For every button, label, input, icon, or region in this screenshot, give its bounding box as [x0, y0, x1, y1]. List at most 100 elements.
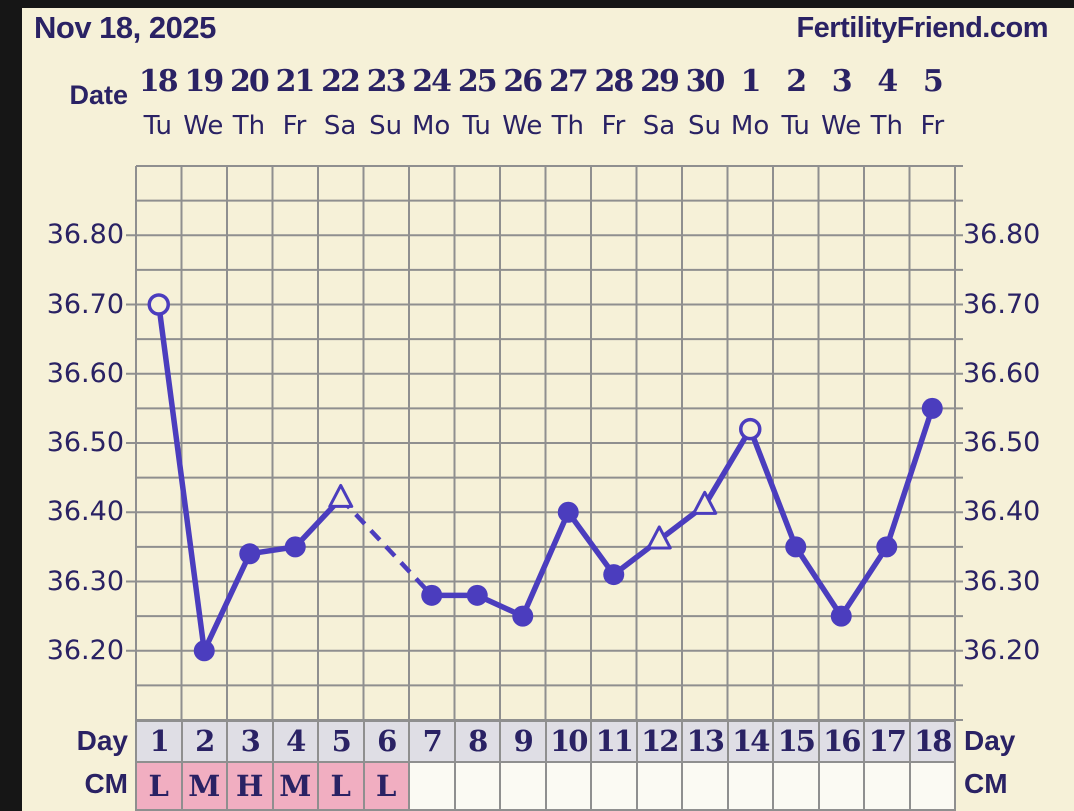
temp-marker-day-12[interactable] — [646, 525, 672, 550]
temp-marker-day-11[interactable] — [603, 564, 625, 586]
weekday-cell-12: Sa — [642, 111, 676, 141]
temp-marker-day-18[interactable] — [921, 397, 943, 419]
temp-tick-left-36.80: 36.80 — [46, 219, 124, 251]
cm-cell-day-18[interactable] — [911, 763, 955, 809]
cm-cell-day-16[interactable] — [820, 763, 865, 809]
cm-row-label-left: CM — [84, 768, 128, 799]
cm-cell-day-1[interactable]: L — [137, 763, 183, 809]
weekday-cell-2: We — [183, 111, 224, 141]
cycle-day-cell-5[interactable]: 5 — [319, 722, 365, 761]
temp-line-dashed-5-7 — [339, 496, 434, 597]
cm-cell-day-4[interactable]: M — [273, 763, 319, 809]
frame-left-bar — [0, 0, 22, 811]
date-axis-caption: Date — [69, 80, 128, 110]
cm-cell-day-2[interactable]: M — [182, 763, 228, 809]
date-cell-14: 1 — [740, 64, 762, 99]
cycle-day-cell-14[interactable]: 14 — [729, 722, 774, 761]
cm-cell-day-10[interactable] — [547, 763, 592, 809]
cycle-day-row: 1 2 3 4 5 6 7 8 9 10 11 12 13 14 15 16 17 18 — [135, 720, 956, 763]
cycle-day-cell-8[interactable]: 8 — [456, 722, 501, 761]
day-row-label-right: Day — [964, 725, 1016, 756]
cm-cell-day-13[interactable] — [683, 763, 729, 809]
cm-cell-day-12[interactable] — [638, 763, 683, 809]
cm-cell-day-6[interactable]: L — [364, 763, 410, 809]
weekday-cell-5: Sa — [323, 111, 357, 141]
date-cell-18: 5 — [922, 64, 944, 99]
temp-tick-left-36.50: 36.50 — [46, 427, 124, 458]
chart-start-date: Nov 18, 2025 — [34, 10, 216, 45]
weekday-cell-9: We — [502, 111, 543, 141]
cm-cell-day-7[interactable] — [410, 763, 456, 809]
weekday-cell-10: Th — [551, 111, 585, 141]
temp-tick-left-36.30: 36.30 — [46, 565, 124, 597]
cycle-day-cell-17[interactable]: 17 — [865, 722, 911, 761]
cycle-day-cell-2[interactable]: 2 — [183, 722, 228, 761]
cm-cell-day-17[interactable] — [865, 763, 911, 809]
temp-marker-day-5[interactable] — [328, 483, 354, 508]
cycle-day-cell-15[interactable]: 15 — [774, 722, 820, 761]
cycle-day-cell-1[interactable]: 1 — [137, 722, 183, 761]
cm-cell-day-14[interactable] — [729, 763, 774, 809]
temp-marker-day-10[interactable] — [557, 501, 579, 523]
date-cell-3: 20 — [230, 64, 270, 99]
date-cell-13: 30 — [685, 64, 726, 99]
cycle-day-cell-7[interactable]: 7 — [410, 722, 456, 761]
cycle-day-cell-10[interactable]: 10 — [547, 722, 592, 761]
temp-marker-day-1[interactable] — [147, 293, 170, 316]
date-cell-12: 29 — [640, 64, 680, 99]
temp-marker-day-9[interactable] — [512, 605, 534, 627]
weekday-axis-row: Tu We Th Fr Sa Su Mo Tu We Th Fr Sa Su Mo Tu We Th Fr — [135, 110, 955, 142]
temp-tick-right-36.80: 36.80 — [963, 219, 1041, 251]
date-cell-5: 22 — [321, 64, 361, 99]
temp-marker-day-14[interactable] — [739, 417, 762, 441]
date-cell-11: 28 — [594, 64, 635, 99]
cycle-day-cell-4[interactable]: 4 — [274, 722, 319, 761]
date-cell-4: 21 — [275, 64, 316, 99]
temp-tick-right-36.60: 36.60 — [963, 357, 1041, 389]
weekday-cell-16: We — [821, 111, 862, 141]
cycle-day-cell-9[interactable]: 9 — [501, 722, 547, 761]
temp-marker-day-17[interactable] — [876, 536, 898, 558]
weekday-cell-4: Fr — [282, 111, 307, 141]
weekday-cell-11: Fr — [601, 111, 626, 141]
cm-row-label-right: CM — [964, 768, 1008, 799]
cm-cell-day-5[interactable]: L — [319, 763, 365, 809]
date-axis-row: 18 19 20 21 22 23 24 25 26 27 28 29 30 1 2 3 4 5 — [135, 64, 955, 100]
cycle-day-cell-18[interactable]: 18 — [914, 724, 952, 758]
cm-cell-day-8[interactable] — [456, 763, 501, 809]
temp-tick-right-36.20: 36.20 — [963, 634, 1041, 666]
cycle-day-cell-11[interactable]: 11 — [592, 722, 638, 761]
weekday-cell-1: Tu — [143, 111, 172, 141]
cycle-day-cell-13[interactable]: 13 — [683, 722, 729, 761]
weekday-cell-14: Mo — [730, 111, 770, 141]
temp-marker-day-13[interactable] — [692, 490, 718, 515]
cycle-day-cell-12[interactable]: 12 — [638, 722, 683, 761]
temp-marker-day-16[interactable] — [830, 605, 852, 627]
cycle-day-cell-6[interactable]: 6 — [365, 722, 410, 761]
temp-tick-left-36.70: 36.70 — [46, 288, 124, 320]
cycle-day-cell-16[interactable]: 16 — [820, 722, 865, 761]
cm-cell-day-11[interactable] — [592, 763, 638, 809]
temp-tick-right-36.40: 36.40 — [963, 496, 1041, 528]
date-cell-7: 24 — [412, 64, 452, 99]
temp-marker-day-8[interactable] — [466, 584, 488, 606]
temp-marker-day-15[interactable] — [785, 536, 807, 558]
cycle-day-cell-3[interactable]: 3 — [228, 722, 274, 761]
temp-marker-day-7[interactable] — [421, 584, 443, 606]
date-cell-17: 4 — [877, 64, 898, 99]
site-logo-link[interactable]: FertilityFriend.com — [796, 12, 1048, 44]
temp-tick-right-36.50: 36.50 — [963, 427, 1041, 458]
weekday-cell-15: Tu — [781, 111, 810, 141]
cm-cell-day-9[interactable] — [501, 763, 547, 809]
cm-cell-day-3[interactable]: H — [228, 763, 274, 809]
temp-marker-day-2[interactable] — [193, 640, 215, 662]
weekday-cell-3: Th — [232, 111, 266, 141]
day-row-label-left: Day — [76, 725, 128, 756]
temp-marker-day-4[interactable] — [284, 536, 306, 558]
cm-cell-day-15[interactable] — [774, 763, 820, 809]
temp-marker-day-3[interactable] — [239, 543, 261, 565]
date-cell-9: 26 — [503, 64, 543, 99]
